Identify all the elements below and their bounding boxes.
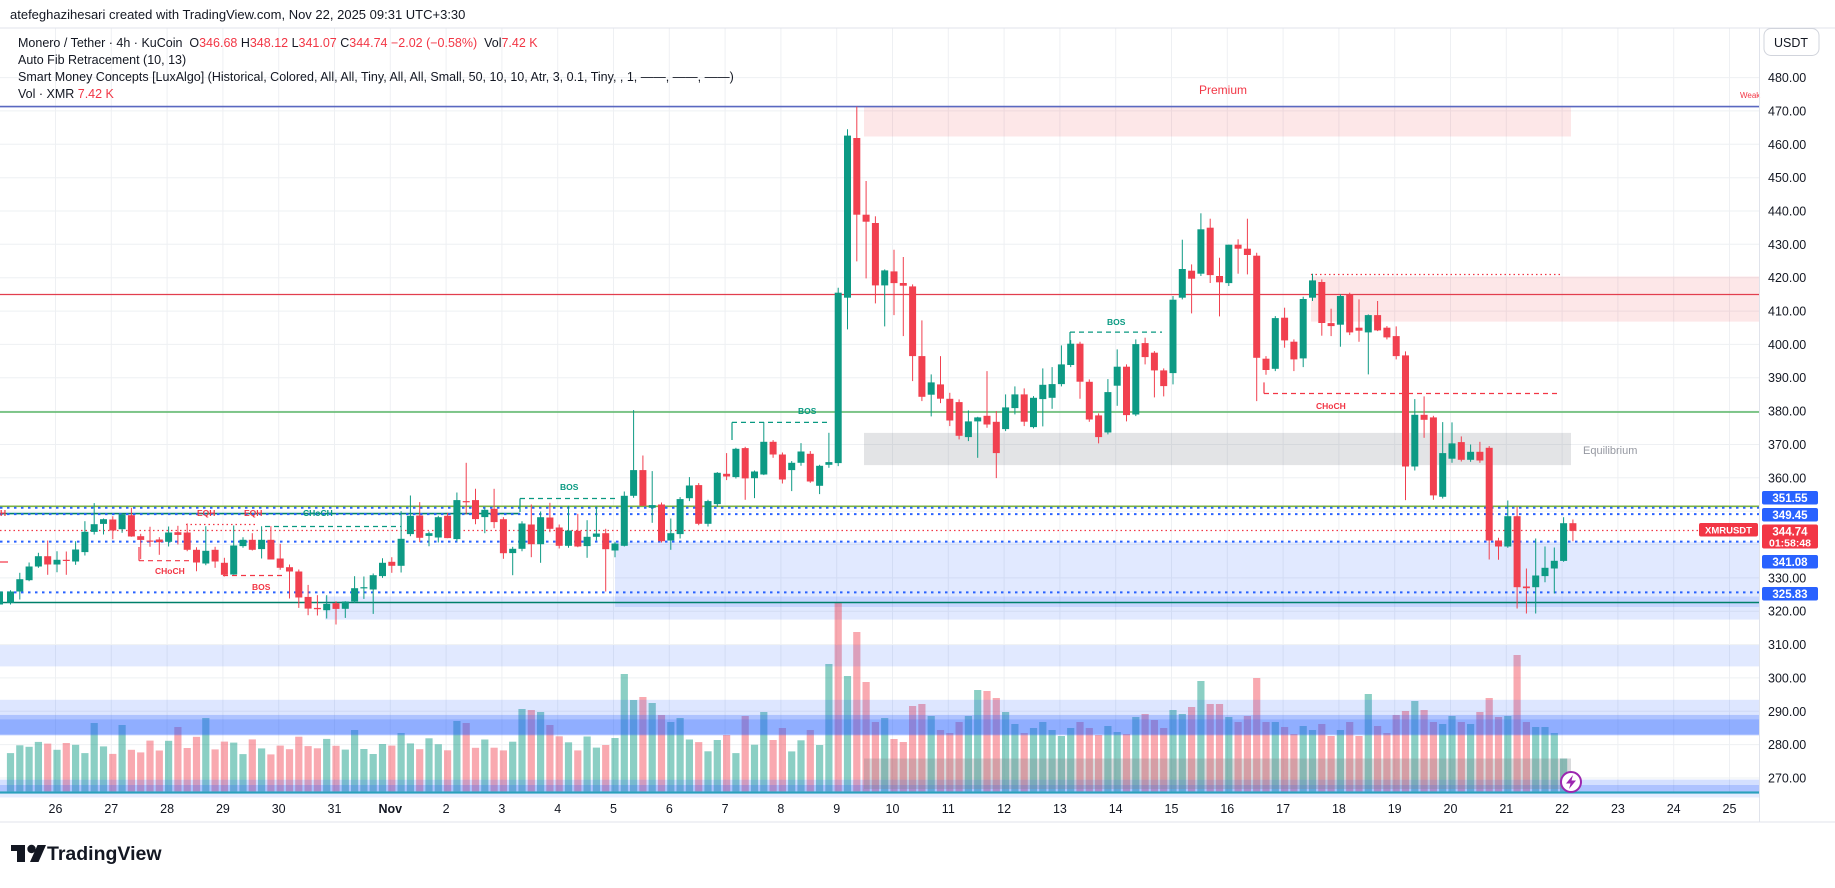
svg-text:330.00: 330.00	[1768, 571, 1806, 585]
svg-text:Smart Money Concepts [LuxAlgo]: Smart Money Concepts [LuxAlgo] (Historic…	[18, 70, 734, 84]
svg-text:290.00: 290.00	[1768, 705, 1806, 719]
svg-text:Premium: Premium	[1199, 83, 1247, 97]
svg-text:460.00: 460.00	[1768, 138, 1806, 152]
svg-text:Vol · XMR 7.42 K: Vol · XMR 7.42 K	[18, 87, 115, 101]
svg-text:EQH: EQH	[197, 508, 215, 518]
svg-text:15: 15	[1165, 802, 1179, 816]
svg-text:H: H	[0, 508, 6, 518]
svg-text:9: 9	[833, 802, 840, 816]
svg-text:29: 29	[216, 802, 230, 816]
svg-text:XMRUSDT: XMRUSDT	[1705, 526, 1752, 537]
svg-text:5: 5	[610, 802, 617, 816]
svg-text:Equilibrium: Equilibrium	[1583, 445, 1637, 457]
svg-text:Monero / Tether · 4h · KuCoin: Monero / Tether · 4h · KuCoin O346.68 H3…	[18, 36, 538, 50]
svg-text:270.00: 270.00	[1768, 772, 1806, 786]
svg-text:BOS: BOS	[560, 482, 579, 492]
svg-text:450.00: 450.00	[1768, 171, 1806, 185]
svg-text:310.00: 310.00	[1768, 638, 1806, 652]
svg-text:300.00: 300.00	[1768, 671, 1806, 685]
svg-text:16: 16	[1220, 802, 1234, 816]
svg-text:25: 25	[1723, 802, 1737, 816]
svg-text:31: 31	[328, 802, 342, 816]
svg-text:360.00: 360.00	[1768, 471, 1806, 485]
svg-text:22: 22	[1555, 802, 1569, 816]
svg-text:24: 24	[1667, 802, 1681, 816]
svg-text:7: 7	[722, 802, 729, 816]
svg-text:19: 19	[1388, 802, 1402, 816]
svg-text:341.08: 341.08	[1772, 557, 1808, 569]
svg-text:Weak: Weak	[1740, 91, 1761, 100]
svg-text:325.83: 325.83	[1772, 589, 1807, 601]
svg-text:TradingView: TradingView	[47, 843, 162, 865]
svg-text:BOS: BOS	[798, 406, 817, 416]
svg-text:01:58:48: 01:58:48	[1769, 538, 1811, 550]
svg-text:370.00: 370.00	[1768, 438, 1806, 452]
svg-text:17: 17	[1276, 802, 1290, 816]
svg-text:21: 21	[1499, 802, 1513, 816]
svg-text:344.74: 344.74	[1772, 527, 1808, 539]
svg-text:EQH: EQH	[244, 508, 262, 518]
svg-text:14: 14	[1109, 802, 1123, 816]
svg-text:6: 6	[666, 802, 673, 816]
svg-text:28: 28	[160, 802, 174, 816]
svg-text:470.00: 470.00	[1768, 104, 1806, 118]
svg-text:BOS: BOS	[1107, 317, 1126, 327]
svg-text:400.00: 400.00	[1768, 338, 1806, 352]
svg-text:12: 12	[997, 802, 1011, 816]
svg-text:10: 10	[886, 802, 900, 816]
svg-text:380.00: 380.00	[1768, 405, 1806, 419]
svg-text:13: 13	[1053, 802, 1067, 816]
svg-text:18: 18	[1332, 802, 1346, 816]
svg-text:280.00: 280.00	[1768, 738, 1806, 752]
svg-text:2: 2	[443, 802, 450, 816]
svg-text:349.45: 349.45	[1772, 510, 1808, 522]
svg-text:410.00: 410.00	[1768, 305, 1806, 319]
svg-text:390.00: 390.00	[1768, 371, 1806, 385]
svg-text:480.00: 480.00	[1768, 71, 1806, 85]
svg-text:320.00: 320.00	[1768, 605, 1806, 619]
svg-text:27: 27	[104, 802, 118, 816]
svg-text:CHoCH: CHoCH	[155, 566, 185, 576]
svg-text:CHoCH: CHoCH	[303, 508, 333, 518]
svg-text:430.00: 430.00	[1768, 238, 1806, 252]
svg-text:atefeghazihesari created with: atefeghazihesari created with TradingVie…	[10, 7, 465, 22]
svg-text:BOS: BOS	[252, 582, 271, 592]
svg-text:4: 4	[554, 802, 561, 816]
svg-text:23: 23	[1611, 802, 1625, 816]
svg-text:20: 20	[1444, 802, 1458, 816]
svg-text:440.00: 440.00	[1768, 205, 1806, 219]
svg-text:30: 30	[272, 802, 286, 816]
svg-text:Nov: Nov	[378, 802, 402, 816]
svg-text:26: 26	[49, 802, 63, 816]
svg-text:USDT: USDT	[1774, 36, 1808, 50]
svg-text:8: 8	[777, 802, 784, 816]
svg-text:Auto Fib Retracement (10, 13): Auto Fib Retracement (10, 13)	[18, 53, 186, 67]
svg-text:420.00: 420.00	[1768, 271, 1806, 285]
svg-text:11: 11	[942, 802, 955, 816]
svg-text:351.55: 351.55	[1772, 493, 1808, 505]
svg-text:CHoCH: CHoCH	[1316, 401, 1346, 411]
svg-text:3: 3	[498, 802, 505, 816]
